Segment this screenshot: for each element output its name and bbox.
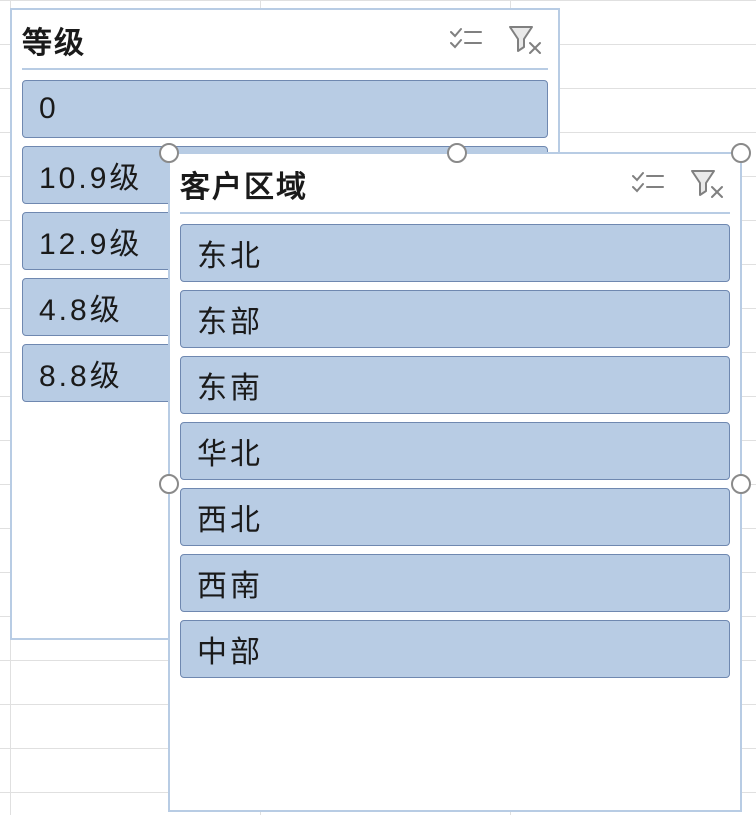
- slicer-items: 东北 东部 东南 华北 西北 西南 中部: [180, 224, 730, 678]
- slicer-item[interactable]: 西北: [180, 488, 730, 546]
- slicer-header: 客户区域: [180, 162, 730, 214]
- slicer-header-icons: [450, 25, 548, 55]
- slicer-item[interactable]: 华北: [180, 422, 730, 480]
- slicer-item[interactable]: 东南: [180, 356, 730, 414]
- resize-handle-w[interactable]: [159, 474, 179, 494]
- clear-filter-icon[interactable]: [690, 169, 724, 199]
- slicer-header: 等级: [22, 18, 548, 70]
- slicer-title: 客户区域: [180, 162, 632, 206]
- resize-handle-e[interactable]: [731, 474, 751, 494]
- slicer-item[interactable]: 东北: [180, 224, 730, 282]
- slicer-header-icons: [632, 169, 730, 199]
- slicer-item[interactable]: 中部: [180, 620, 730, 678]
- slicer-region[interactable]: 客户区域: [168, 152, 742, 812]
- multiselect-icon[interactable]: [632, 171, 664, 197]
- clear-filter-icon[interactable]: [508, 25, 542, 55]
- slicer-title: 等级: [22, 18, 450, 62]
- resize-handle-nw[interactable]: [159, 143, 179, 163]
- slicer-item[interactable]: 西南: [180, 554, 730, 612]
- resize-handle-ne[interactable]: [731, 143, 751, 163]
- slicer-item[interactable]: 东部: [180, 290, 730, 348]
- slicer-item[interactable]: 0: [22, 80, 548, 138]
- multiselect-icon[interactable]: [450, 27, 482, 53]
- resize-handle-n[interactable]: [447, 143, 467, 163]
